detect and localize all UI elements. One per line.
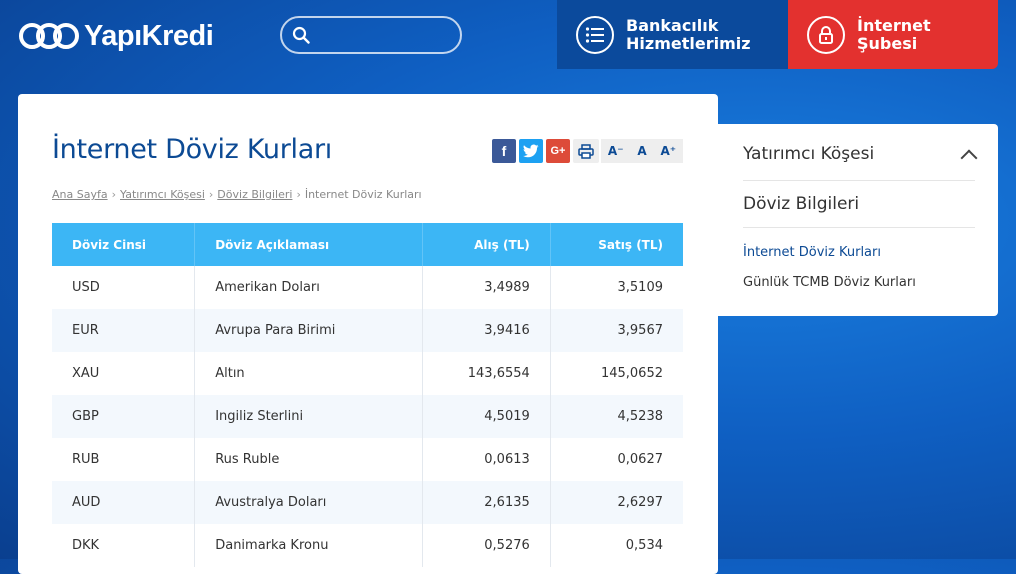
internet-branch-label-1: İnternet	[857, 15, 931, 35]
table-row: AUD Avustralya Doları 2,6135 2,6297	[52, 481, 683, 524]
sidebar-divider	[743, 227, 975, 228]
logo-mark-icon	[18, 18, 80, 54]
currency-description: Rus Ruble	[194, 438, 423, 481]
breadcrumb-separator-icon: ›	[111, 188, 116, 201]
sidebar-menu: Yatırımcı Köşesi Döviz Bilgileri İnterne…	[718, 124, 998, 316]
banking-services-button[interactable]: Bankacılık Hizmetlerimiz	[557, 0, 788, 69]
sidebar-heading-investor-corner[interactable]: Yatırımcı Köşesi	[743, 144, 978, 167]
sidebar-heading-label: Yatırımcı Köşesi	[743, 144, 875, 164]
currency-code: RUB	[52, 438, 196, 481]
exchange-rate-table: Döviz Cinsi Döviz Açıklaması Alış (TL) S…	[52, 223, 683, 567]
font-size-controls: A⁻ A A⁺	[601, 139, 683, 163]
yapikredi-logo[interactable]: YapıKredi	[18, 14, 214, 58]
currency-description: Amerikan Doları	[194, 266, 423, 309]
breadcrumb-currency-info[interactable]: Döviz Bilgileri	[217, 188, 293, 201]
table-row: XAU Altın 143,6554 145,0652	[52, 352, 683, 395]
logo-text: YapıKredi	[84, 19, 214, 52]
currency-code: XAU	[52, 352, 196, 395]
buy-rate: 4,5019	[422, 395, 551, 438]
breadcrumb-investor-corner[interactable]: Yatırımcı Köşesi	[120, 188, 205, 201]
font-reset-button[interactable]: A	[637, 144, 647, 158]
lock-icon	[807, 15, 845, 54]
sell-rate: 4,5238	[550, 395, 683, 438]
chevron-up-icon[interactable]	[960, 149, 978, 167]
list-icon	[576, 15, 614, 54]
sidebar-link-internet-rates[interactable]: İnternet Döviz Kurları	[743, 245, 881, 260]
banking-services-label-1: Bankacılık	[626, 15, 719, 35]
search-icon[interactable]	[292, 26, 310, 44]
currency-code: DKK	[52, 524, 196, 567]
breadcrumb-separator-icon: ›	[208, 188, 214, 201]
currency-code: USD	[52, 266, 196, 309]
main-content-card: İnternet Döviz Kurları f G+ A⁻ A A⁺ Ana …	[18, 94, 718, 574]
twitter-icon[interactable]	[519, 139, 543, 163]
internet-branch-button[interactable]: İnternet Şubesi	[788, 0, 998, 69]
table-row: EUR Avrupa Para Birimi 3,9416 3,9567	[52, 309, 683, 352]
sell-rate: 3,9567	[550, 309, 683, 352]
currency-code: EUR	[52, 309, 196, 352]
table-row: DKK Danimarka Kronu 0,5276 0,534	[52, 524, 683, 567]
sidebar-link-tcmb-rates[interactable]: Günlük TCMB Döviz Kurları	[743, 275, 916, 290]
sell-rate: 2,6297	[550, 481, 683, 524]
breadcrumb-separator-icon: ›	[296, 188, 301, 201]
buy-rate: 3,4989	[422, 266, 551, 309]
buy-rate: 0,5276	[422, 524, 551, 567]
buy-rate: 2,6135	[422, 481, 551, 524]
sell-rate: 0,0627	[617, 452, 664, 467]
buy-rate: 143,6554	[422, 352, 551, 395]
breadcrumb: Ana Sayfa › Yatırımcı Köşesi › Döviz Bil…	[52, 188, 422, 201]
share-bar: f G+	[492, 139, 599, 163]
currency-code: GBP	[52, 395, 196, 438]
breadcrumb-current: İnternet Döviz Kurları	[304, 188, 422, 201]
breadcrumb-home[interactable]: Ana Sayfa	[52, 188, 108, 201]
header-sell-rate: Satış (TL)	[550, 223, 683, 266]
page-title: İnternet Döviz Kurları	[52, 134, 332, 165]
search-input[interactable]	[318, 24, 458, 48]
table-row: RUB Rus Ruble 0,0613 0,0627	[52, 438, 683, 481]
currency-description: Avustralya Doları	[194, 481, 423, 524]
sell-rate: 145,0652	[600, 366, 663, 381]
table-row: GBP Ingiliz Sterlini 4,5019 4,5238	[52, 395, 683, 438]
facebook-icon[interactable]: f	[492, 139, 516, 163]
currency-description: Ingiliz Sterlini	[194, 395, 423, 438]
font-decrease-button[interactable]: A⁻	[607, 144, 624, 158]
currency-description: Altın	[194, 352, 423, 395]
sidebar-item-currency-info[interactable]: Döviz Bilgileri	[743, 194, 860, 214]
table-row: USD Amerikan Doları 3,4989 3,5109	[52, 266, 683, 309]
currency-code: AUD	[52, 481, 196, 524]
font-increase-button[interactable]: A⁺	[660, 144, 677, 158]
header-currency-code: Döviz Cinsi	[52, 223, 196, 266]
currency-description: Danimarka Kronu	[194, 524, 423, 567]
print-icon[interactable]	[573, 139, 599, 163]
buy-rate: 0,0613	[422, 438, 551, 481]
header-currency-description: Döviz Açıklaması	[194, 223, 423, 266]
sell-rate: 3,5109	[617, 280, 664, 295]
header-buy-rate: Alış (TL)	[422, 223, 551, 266]
internet-branch-label-2: Şubesi	[857, 33, 918, 53]
google-plus-icon[interactable]: G+	[546, 139, 570, 163]
currency-description: Avrupa Para Birimi	[194, 309, 423, 352]
search-box[interactable]	[280, 16, 462, 54]
banking-services-label-2: Hizmetlerimiz	[626, 33, 751, 53]
table-header-row: Döviz Cinsi Döviz Açıklaması Alış (TL) S…	[52, 223, 683, 266]
buy-rate: 3,9416	[422, 309, 551, 352]
sell-rate: 0,534	[625, 538, 663, 553]
sidebar-divider	[743, 180, 975, 181]
